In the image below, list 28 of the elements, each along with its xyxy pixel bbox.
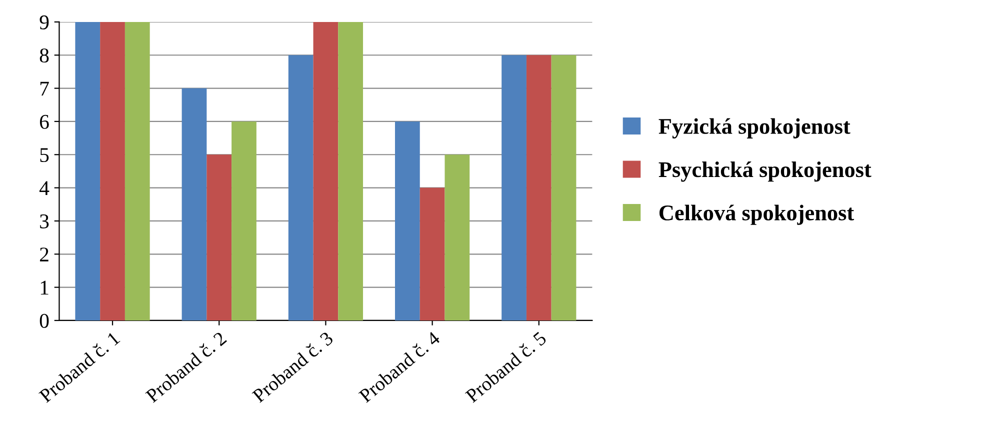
- y-tick-label: 9: [40, 15, 49, 30]
- y-tick-label: 2: [40, 248, 48, 262]
- y-tick-label: 0: [40, 314, 49, 328]
- bar: [526, 55, 552, 320]
- y-tick-label: 7: [40, 82, 49, 96]
- y-tick-label: 5: [40, 148, 49, 162]
- legend-label: Psychická spokojenost: [658, 162, 872, 182]
- y-tick-label: 8: [40, 48, 49, 63]
- bar: [420, 188, 445, 320]
- bar: [551, 55, 576, 320]
- bar: [444, 154, 470, 320]
- bar: [100, 22, 125, 320]
- bar: [182, 88, 207, 320]
- legend-label: Fyzická spokojenost: [658, 118, 850, 139]
- bar: [313, 22, 338, 320]
- bar: [206, 154, 232, 320]
- y-tick-label: 3: [40, 214, 49, 228]
- bar: [394, 121, 420, 320]
- y-tick-label: 4: [39, 181, 50, 196]
- legend-label: Celková spokojenost: [660, 204, 854, 225]
- y-tick-label: 1: [40, 280, 48, 295]
- bar: [232, 121, 256, 320]
- bar: [502, 55, 526, 320]
- bar: [338, 22, 364, 320]
- bar: [288, 55, 314, 320]
- bar: [75, 22, 100, 320]
- y-tick-label: 6: [40, 114, 49, 129]
- bar: [124, 22, 150, 320]
